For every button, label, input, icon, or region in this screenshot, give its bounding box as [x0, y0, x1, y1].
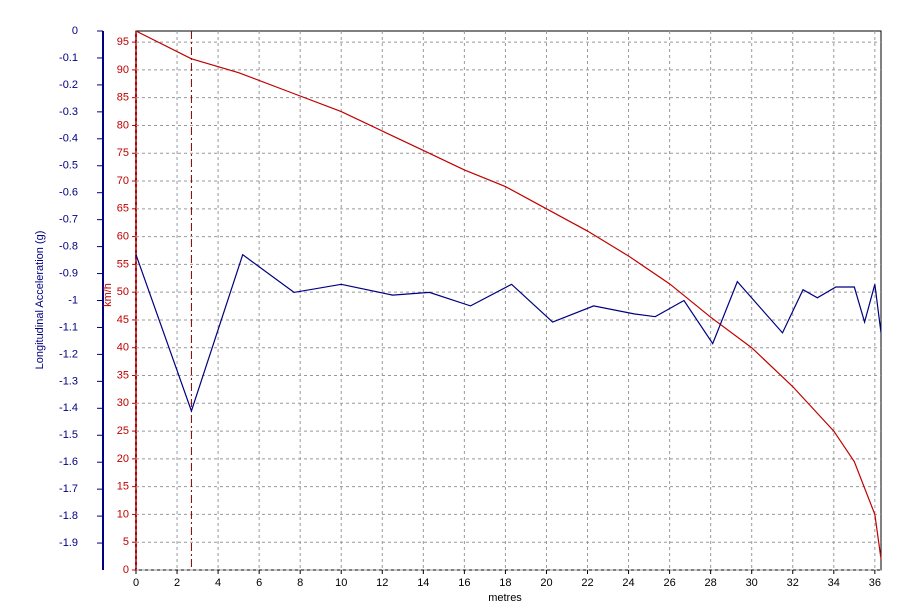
x-tick-label: 14 [417, 577, 429, 589]
x-tick-label: 24 [622, 577, 634, 589]
y-tick-label: 30 [117, 397, 129, 409]
y2-tick-label: -0.2 [59, 79, 78, 91]
x-tick-label: 36 [869, 577, 881, 589]
y2-tick-label: -1.4 [59, 402, 78, 414]
y2-tick-label: -1.2 [59, 348, 78, 360]
y-tick-label: 90 [117, 64, 129, 76]
y2-tick-label: -0.8 [59, 241, 78, 253]
y-tick-label: 40 [117, 342, 129, 354]
y-tick-label: 85 [117, 92, 129, 104]
y-tick-label: 55 [117, 258, 129, 270]
y-tick-label: 15 [117, 481, 129, 493]
x-tick-label: 8 [297, 577, 303, 589]
y-tick-label: 45 [117, 314, 129, 326]
y-tick-label: 0 [123, 564, 129, 576]
x-tick-label: 26 [663, 577, 675, 589]
x-tick-label: 20 [540, 577, 552, 589]
y-tick-label: 80 [117, 119, 129, 131]
y2-tick-label: -0.5 [59, 160, 78, 172]
x-tick-label: 16 [458, 577, 470, 589]
y-tick-label: 60 [117, 231, 129, 243]
y2-tick-label: -1 [68, 294, 78, 306]
y2-tick-label: -0.7 [59, 214, 78, 226]
series-line [135, 253, 882, 413]
y2-tick-label: -0.9 [59, 267, 78, 279]
y2-tick-label: -1.9 [59, 537, 78, 549]
x-tick-label: 12 [376, 577, 388, 589]
y-tick-label: 70 [117, 175, 129, 187]
x-tick-label: 10 [335, 577, 347, 589]
y-tick-label: 20 [117, 453, 129, 465]
x-tick-label: 32 [787, 577, 799, 589]
y2-tick-label: -1.7 [59, 483, 78, 495]
y2-tick-label: -1.8 [59, 510, 78, 522]
x-tick-label: 2 [174, 577, 180, 589]
y-tick-label: 95 [117, 36, 129, 48]
y2-tick-label: -0.6 [59, 187, 78, 199]
x-tick-label: 4 [215, 577, 221, 589]
y2-tick-label: -0.4 [59, 133, 78, 145]
y-tick-label: 65 [117, 203, 129, 215]
y-tick-label: 75 [117, 147, 129, 159]
x-tick-label: 22 [581, 577, 593, 589]
x-tick-label: 28 [705, 577, 717, 589]
y2-tick-label: -1.6 [59, 456, 78, 468]
y2-tick-label: -1.1 [59, 321, 78, 333]
y2-tick-label: -1.5 [59, 429, 78, 441]
y2-tick-label: 0 [72, 25, 78, 37]
x-tick-label: 34 [828, 577, 840, 589]
x-tick-label: 18 [499, 577, 511, 589]
y-tick-label: 5 [123, 536, 129, 548]
x-tick-label: 0 [133, 577, 139, 589]
y-tick-label: 25 [117, 425, 129, 437]
x-tick-label: 30 [746, 577, 758, 589]
y2-tick-label: -0.3 [59, 106, 78, 118]
y2-tick-label: -1.3 [59, 375, 78, 387]
y-tick-label: 35 [117, 369, 129, 381]
y2-axis-title: Longitudinal Acceleration (g) [34, 231, 46, 370]
y-axis-title: km/h [102, 283, 114, 307]
y-tick-label: 50 [117, 286, 129, 298]
x-axis-title: metres [488, 592, 522, 604]
series-line [135, 30, 882, 559]
x-tick-label: 6 [256, 577, 262, 589]
y2-tick-label: -0.1 [59, 52, 78, 64]
y-tick-label: 10 [117, 508, 129, 520]
